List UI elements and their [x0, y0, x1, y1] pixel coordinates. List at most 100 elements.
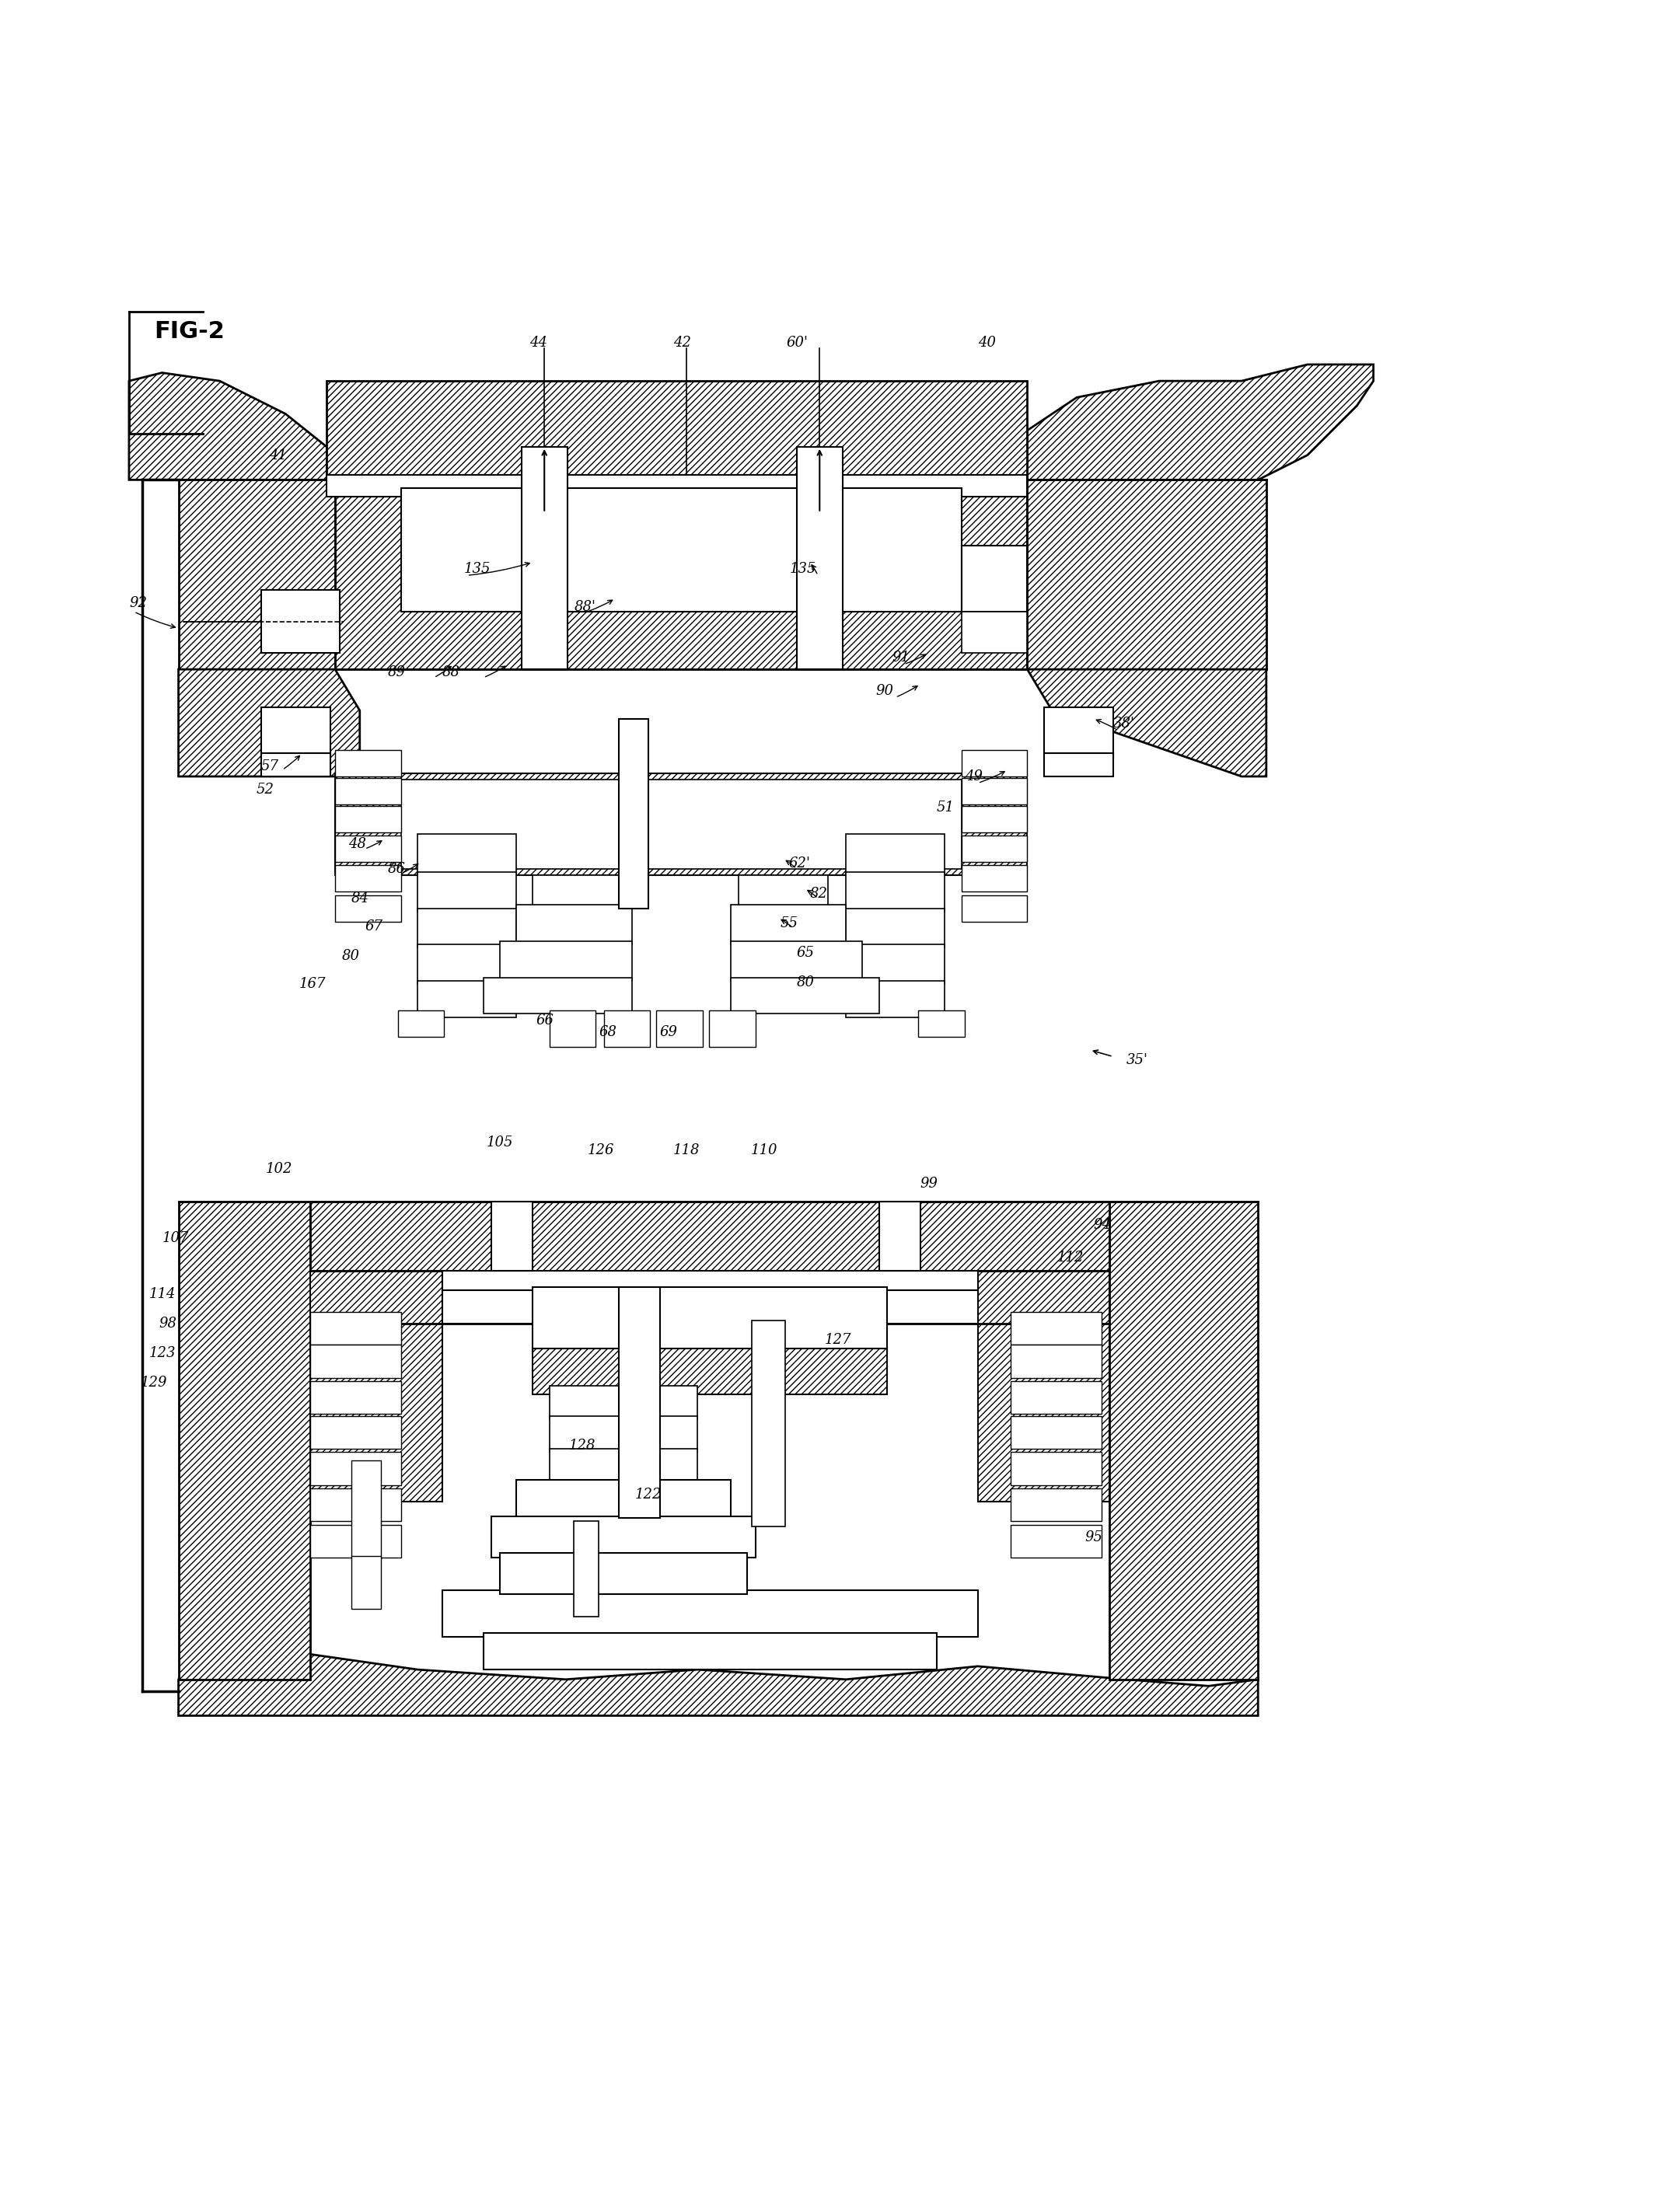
Bar — [1110, 1201, 1258, 1679]
Text: 65: 65 — [796, 947, 815, 960]
Bar — [846, 980, 946, 1018]
Bar — [1010, 1312, 1102, 1345]
Text: 135: 135 — [790, 562, 816, 575]
Polygon shape — [1027, 365, 1374, 480]
Bar — [1010, 1380, 1102, 1413]
Bar — [516, 905, 632, 945]
Bar — [335, 865, 401, 891]
Bar — [730, 905, 846, 945]
Bar — [401, 781, 961, 869]
Text: 107: 107 — [163, 1230, 189, 1245]
Text: 41: 41 — [269, 449, 287, 462]
Bar — [1044, 708, 1113, 757]
Text: 60': 60' — [786, 336, 808, 349]
Bar — [533, 1349, 888, 1394]
Bar — [335, 779, 401, 805]
Text: 80: 80 — [342, 949, 360, 962]
Bar — [1027, 480, 1266, 670]
Text: 135: 135 — [463, 562, 491, 575]
Bar — [738, 876, 828, 909]
Bar — [533, 876, 622, 909]
Bar — [1010, 1489, 1102, 1522]
Bar — [549, 1011, 596, 1046]
Text: 114: 114 — [149, 1287, 176, 1301]
Bar — [961, 805, 1027, 832]
Text: 66: 66 — [536, 1013, 554, 1026]
Bar — [574, 1522, 599, 1617]
Bar — [335, 805, 401, 832]
Bar — [521, 447, 567, 670]
Bar — [730, 978, 879, 1013]
Bar — [846, 834, 946, 876]
Text: 67: 67 — [365, 920, 383, 933]
Text: 80: 80 — [796, 975, 815, 989]
Text: 84: 84 — [352, 891, 370, 905]
Bar — [335, 774, 1027, 876]
Bar — [549, 1387, 698, 1420]
Bar — [1010, 1345, 1102, 1378]
Bar — [796, 447, 843, 670]
Bar — [310, 1451, 401, 1484]
Bar — [260, 591, 340, 653]
Bar — [977, 1270, 1110, 1502]
Bar — [961, 779, 1027, 805]
Polygon shape — [179, 670, 360, 776]
Text: 69: 69 — [660, 1024, 677, 1040]
Text: 88': 88' — [574, 599, 596, 613]
Bar — [179, 1201, 310, 1679]
Text: 40: 40 — [977, 336, 995, 349]
Text: 44: 44 — [529, 336, 547, 349]
Text: 49: 49 — [964, 770, 982, 783]
Bar — [401, 489, 961, 613]
Bar — [310, 1489, 401, 1522]
Text: 128: 128 — [569, 1438, 596, 1453]
Bar — [491, 1201, 533, 1270]
Bar — [708, 1011, 755, 1046]
Bar — [310, 1345, 401, 1378]
Bar — [657, 1011, 703, 1046]
Bar — [310, 1380, 401, 1413]
Bar — [961, 896, 1027, 922]
Bar — [961, 865, 1027, 891]
Bar — [961, 546, 1027, 613]
Bar — [335, 480, 1027, 670]
Polygon shape — [129, 372, 327, 480]
Bar — [549, 1449, 698, 1484]
Bar — [398, 1011, 445, 1037]
Bar — [310, 1416, 401, 1449]
Bar — [418, 909, 516, 947]
Bar — [533, 1287, 888, 1354]
Bar — [483, 978, 632, 1013]
Text: 99: 99 — [921, 1177, 937, 1190]
Bar — [260, 754, 330, 776]
Polygon shape — [179, 1652, 1258, 1717]
Text: 102: 102 — [265, 1161, 292, 1175]
Bar — [327, 380, 1027, 480]
Bar — [310, 1312, 401, 1345]
Text: 105: 105 — [486, 1135, 514, 1150]
Text: 123: 123 — [149, 1347, 176, 1360]
Text: 94: 94 — [1093, 1217, 1112, 1232]
Bar — [352, 1460, 382, 1559]
Text: 38': 38' — [1113, 717, 1135, 730]
Bar — [919, 1011, 964, 1037]
Text: 51: 51 — [937, 801, 954, 814]
Text: 48: 48 — [348, 836, 367, 852]
Bar — [443, 1590, 977, 1637]
Bar — [418, 980, 516, 1018]
Bar — [335, 896, 401, 922]
Bar — [499, 942, 632, 980]
Bar — [335, 836, 401, 863]
Text: 42: 42 — [674, 336, 690, 349]
Bar — [752, 1321, 785, 1526]
Bar — [961, 750, 1027, 776]
Bar — [443, 1290, 977, 1323]
Bar — [260, 708, 330, 757]
Text: 55: 55 — [780, 916, 798, 929]
Text: 112: 112 — [1057, 1250, 1083, 1265]
Bar — [549, 1416, 698, 1451]
Bar — [961, 613, 1027, 653]
Bar — [1010, 1416, 1102, 1449]
Text: 92: 92 — [129, 597, 148, 611]
Text: 118: 118 — [674, 1144, 700, 1157]
